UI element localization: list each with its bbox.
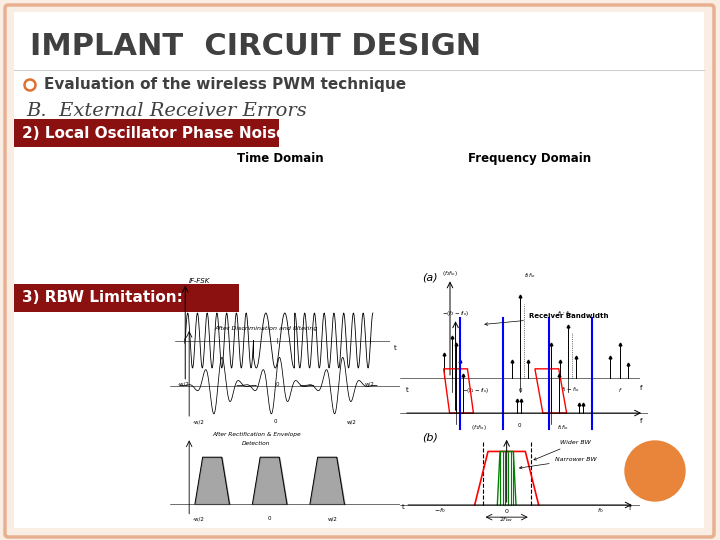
Text: Time Domain: Time Domain [237, 152, 323, 165]
Text: Detection: Detection [242, 441, 271, 446]
Text: w/2: w/2 [347, 420, 357, 424]
Text: Evaluation of the wireless PWM technique: Evaluation of the wireless PWM technique [44, 78, 406, 92]
Text: 3) RBW Limitation:: 3) RBW Limitation: [22, 291, 183, 306]
Circle shape [625, 441, 685, 501]
Text: $f_2\cdot f_{lo}$: $f_2\cdot f_{lo}$ [557, 309, 572, 318]
Text: t: t [402, 504, 405, 510]
Bar [14, 284, 239, 312]
Text: t: t [406, 387, 408, 393]
Text: (a): (a) [422, 272, 438, 282]
Bar [14, 119, 279, 147]
Text: $f$: $f$ [618, 386, 622, 394]
Text: 0: 0 [274, 420, 277, 424]
Text: (b): (b) [422, 432, 438, 442]
Text: Wider BW: Wider BW [534, 440, 590, 460]
Text: -w/2: -w/2 [178, 382, 189, 387]
Text: w/2: w/2 [328, 516, 338, 521]
Text: -w/2: -w/2 [193, 516, 204, 521]
Text: 0: 0 [505, 509, 508, 515]
Text: $-f_0$: $-f_0$ [434, 507, 446, 515]
Text: $(f_1 f_{lo})$: $(f_1 f_{lo})$ [472, 423, 487, 432]
Text: B.  External Receiver Errors: B. External Receiver Errors [26, 102, 307, 120]
Text: -w/2: -w/2 [193, 420, 204, 424]
Text: IMPLANT  CIRCUIT DESIGN: IMPLANT CIRCUIT DESIGN [30, 32, 481, 61]
Text: $f_2  f_{lo}$: $f_2 f_{lo}$ [524, 271, 536, 280]
Text: 0: 0 [518, 388, 522, 393]
Text: Receiver Bandwidth: Receiver Bandwidth [485, 313, 608, 326]
Text: $2f_{bw}$: $2f_{bw}$ [500, 515, 514, 524]
Text: $f_1 f_{lo}$: $f_1 f_{lo}$ [557, 423, 569, 432]
Text: 0: 0 [268, 516, 271, 521]
Text: Narrower BW: Narrower BW [520, 457, 596, 469]
Text: $-(f_2-f_{lo})$: $-(f_2-f_{lo})$ [442, 309, 469, 318]
Text: f: f [640, 417, 642, 423]
Text: w/2: w/2 [364, 382, 374, 387]
Text: f: f [629, 505, 632, 511]
Text: After Discrimination and filtering: After Discrimination and filtering [214, 326, 318, 330]
Text: IF-FSK: IF-FSK [189, 278, 210, 284]
Text: 0: 0 [276, 382, 279, 387]
Text: t: t [393, 345, 396, 351]
Text: After Rectification & Envelope: After Rectification & Envelope [212, 433, 300, 437]
FancyBboxPatch shape [5, 5, 714, 537]
Text: $(f_2 f_{lo})$: $(f_2 f_{lo})$ [442, 269, 458, 279]
Text: f: f [640, 385, 642, 391]
Text: 2) Local Oscillator Phase Noise:: 2) Local Oscillator Phase Noise: [22, 125, 293, 140]
Text: $f_1-f_{lo}$: $f_1-f_{lo}$ [561, 386, 580, 395]
Text: Frequency Domain: Frequency Domain [469, 152, 592, 165]
Text: $f_0$: $f_0$ [597, 507, 603, 515]
Text: $-(f_1-f_{lo})$: $-(f_1-f_{lo})$ [462, 386, 490, 395]
Text: 0: 0 [517, 423, 521, 428]
